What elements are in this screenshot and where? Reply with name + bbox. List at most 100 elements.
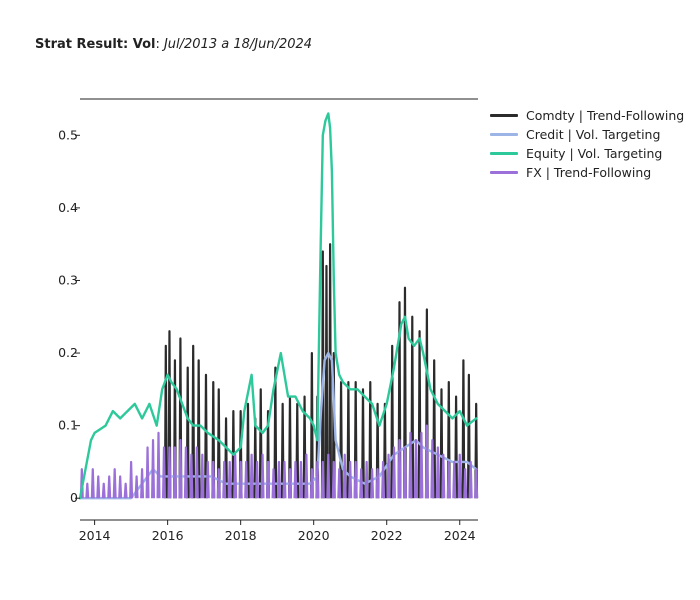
spike-point (185, 366, 190, 499)
spike-point (461, 359, 466, 499)
x-tick-label: 2020 (298, 528, 330, 543)
legend-label: Equity | Vol. Targeting (526, 146, 663, 161)
axis-layer: 0 0.1 0.2 0.3 0.4 0.5 2014 2016 2018 2020 2022 2024 (58, 98, 478, 543)
spike-point (118, 475, 123, 499)
spike-point (287, 468, 292, 499)
spike-point (249, 453, 254, 499)
legend-item[interactable]: Equity | Vol. Targeting (490, 144, 684, 163)
spike-point (298, 460, 303, 499)
spike-point (167, 330, 172, 499)
spike-point (96, 475, 101, 499)
series-layer (78, 112, 479, 500)
spike-point (216, 468, 221, 499)
spike-point (328, 243, 333, 499)
spike-point (172, 446, 177, 499)
spike-point (295, 402, 300, 499)
x-tick-label: 2014 (79, 528, 111, 543)
spike-point (454, 395, 459, 499)
spike-point (258, 388, 263, 499)
legend-item[interactable]: Credit | Vol. Targeting (490, 125, 684, 144)
legend-label: Credit | Vol. Targeting (526, 127, 661, 142)
legend-swatch (490, 152, 518, 155)
spike-point (408, 431, 413, 499)
spike-point (90, 468, 95, 499)
spike-point (156, 431, 161, 499)
spike-point (392, 446, 397, 499)
spike-point (452, 460, 457, 499)
x-tick-label: 2024 (444, 528, 476, 543)
legend-item[interactable]: FX | Trend-Following (490, 163, 684, 182)
spike-point (446, 460, 451, 499)
spike-point (255, 460, 260, 499)
y-tick-label: 0.4 (58, 200, 78, 215)
spike-point (246, 402, 250, 499)
x-tick-label: 2022 (371, 528, 403, 543)
legend-item[interactable]: Comdty | Trend-Following (490, 106, 684, 125)
y-tick-label: 0.2 (58, 345, 78, 360)
series-fx-trend-following (79, 424, 479, 499)
legend-swatch (490, 114, 518, 117)
spike-point (368, 380, 373, 499)
spike-point (112, 468, 117, 499)
spike-point (375, 468, 380, 499)
spike-point (276, 460, 282, 499)
spike-point (309, 351, 314, 499)
spike-point (331, 351, 336, 499)
spike-point (419, 431, 424, 499)
spike-point (353, 460, 358, 499)
chart-title: Strat Result: Vol: Jul/2013 a 18/Jun/202… (35, 37, 312, 52)
spike-point (381, 460, 386, 499)
spike-point (266, 460, 271, 499)
spike-point (101, 482, 106, 499)
spike-point (282, 460, 287, 499)
spike-point (304, 453, 309, 499)
spike-point (271, 468, 276, 499)
spike-point (194, 446, 199, 499)
spike-point (326, 453, 331, 499)
spike-point (161, 446, 166, 499)
spike-point (320, 250, 325, 499)
spike-point (196, 359, 201, 499)
spike-point (145, 446, 150, 499)
spike-point (211, 460, 216, 499)
spike-point (129, 460, 134, 499)
spike-point (167, 446, 172, 499)
spike-point (85, 482, 90, 499)
spike-point (244, 460, 249, 499)
spike-point (211, 380, 216, 499)
x-tick-label: 2018 (225, 528, 257, 543)
y-tick-label: 0 (70, 490, 78, 505)
spike-point (468, 460, 473, 499)
spike-point (410, 315, 415, 499)
spike-point (178, 439, 183, 499)
spike-point (320, 460, 325, 499)
spike-point (123, 482, 128, 499)
y-tick-label: 0.1 (58, 418, 78, 433)
y-tick-label: 0.5 (58, 127, 78, 142)
spike-point (233, 453, 238, 499)
spike-point (293, 460, 298, 499)
spike-point (163, 344, 168, 499)
legend-label: Comdty | Trend-Following (526, 108, 685, 123)
spike-point (474, 468, 479, 499)
spike-point (183, 446, 188, 499)
spike-point (435, 446, 440, 499)
spike-point (390, 344, 395, 499)
spike-point (361, 388, 365, 499)
legend-swatch (490, 133, 518, 136)
spike-point (439, 388, 444, 499)
spike-point (424, 424, 429, 499)
spike-point (273, 366, 278, 499)
spike-point (200, 453, 205, 499)
legend: Comdty | Trend-Following Credit | Vol. Ta… (490, 106, 684, 182)
series-equity-vol-targeting (78, 112, 478, 500)
spike-point (331, 460, 336, 499)
y-tick-label: 0.3 (58, 272, 78, 287)
spike-point (353, 380, 358, 499)
spike-point (457, 453, 462, 499)
spike-point (222, 460, 227, 499)
spike-point (466, 373, 471, 499)
spike-point (375, 402, 380, 499)
x-tick-label: 2016 (152, 528, 184, 543)
spike-point (204, 373, 208, 499)
